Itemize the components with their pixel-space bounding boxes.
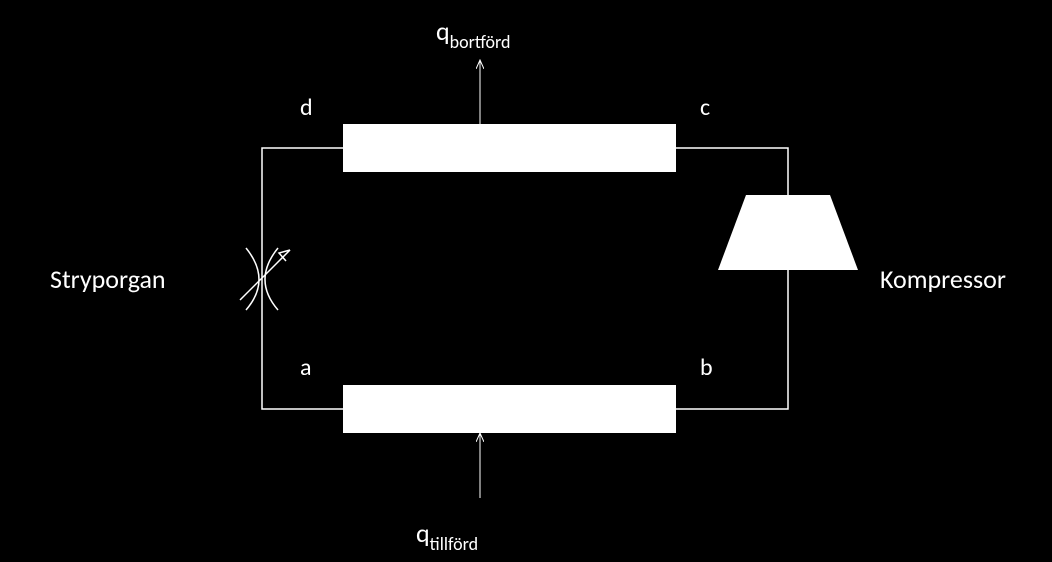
throttle-label: Stryporgan	[50, 263, 166, 295]
compressor-label: Kompressor	[880, 263, 1006, 295]
q-in-label: qtillförd	[416, 517, 478, 555]
throttle-valve-symbol	[240, 248, 290, 310]
q-out-label: qbortförd	[436, 15, 511, 53]
node-d-label: d	[300, 93, 313, 122]
compressor-symbol	[718, 195, 858, 270]
condenser-box	[343, 124, 676, 172]
refrigeration-cycle-diagram: Stryporgan Kompressor qbortförd qtillför…	[0, 0, 1052, 562]
evaporator-box	[343, 385, 676, 433]
node-a-label: a	[300, 353, 312, 382]
node-b-label: b	[700, 353, 713, 382]
node-c-label: c	[700, 93, 710, 122]
